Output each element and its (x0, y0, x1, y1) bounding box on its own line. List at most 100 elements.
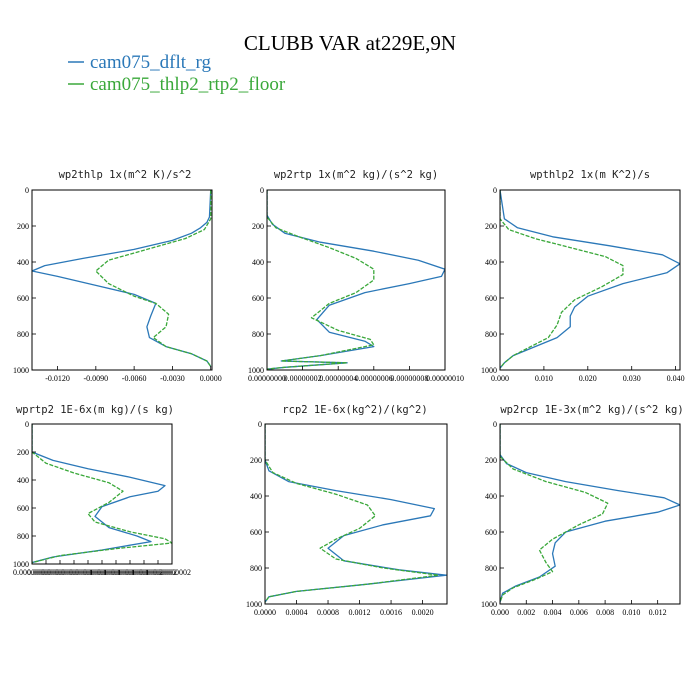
series-line-green (265, 424, 439, 603)
x-tick-label: 0.00000002 (125, 568, 163, 577)
x-tick-label: 0.00000002 (153, 568, 191, 577)
y-tick-label: 1000 (13, 366, 29, 375)
panel-title: wprtp2 1E-6x(m kg)/(s kg) (16, 404, 174, 416)
x-tick-label: 0.00000001 (69, 568, 107, 577)
series-line-green (32, 424, 172, 564)
plot-frame (266, 189, 446, 371)
plot-frame (499, 423, 681, 605)
y-tick-label: 1000 (248, 366, 264, 375)
y-tick-label: 800 (17, 330, 29, 339)
y-tick-label: 400 (485, 492, 497, 501)
plot-frame (499, 189, 681, 371)
y-tick-label: 400 (17, 476, 29, 485)
x-tick-label: 0.00000001 (97, 568, 135, 577)
x-tick-label: 0.0004 (286, 608, 308, 617)
x-tick-label: 0.00000000 (13, 568, 51, 577)
plot-frame (31, 189, 213, 371)
x-tick-label: 0.00000001 (83, 568, 121, 577)
series-line-green (500, 190, 624, 369)
x-tick-label: -0.0060 (122, 374, 147, 383)
panel-title: wpthlp2 1x(m K^2)/s (530, 169, 650, 181)
panel-5: rcp2 1E-6x(kg^2)/(kg^2) 0 200 400 600 800 1000… (246, 404, 448, 617)
y-tick-label: 600 (485, 294, 497, 303)
x-tick-label: 0.0016 (380, 608, 402, 617)
x-tick-label: 0.008 (596, 608, 614, 617)
x-tick-label: 0.000 (491, 374, 509, 383)
y-tick-label: 200 (252, 222, 264, 231)
x-tick-label: 0.0008 (317, 608, 339, 617)
y-tick-label: 1000 (246, 600, 262, 609)
x-tick-label: 0.00000000 (248, 374, 286, 383)
y-tick-label: 800 (252, 330, 264, 339)
x-tick-label: 0.010 (535, 374, 553, 383)
y-tick-label: 0 (493, 420, 497, 429)
x-tick-label: 0.0012 (349, 608, 371, 617)
x-tick-label: 0.010 (622, 608, 640, 617)
x-tick-label: 0.040 (667, 374, 685, 383)
x-tick-label: 0.00000001 (111, 568, 149, 577)
legend-label-1: cam075_dflt_rg (90, 52, 212, 73)
x-tick-label: 0.00000002 (284, 374, 322, 383)
y-tick-label: 1000 (481, 366, 497, 375)
figure-title: CLUBB VAR at229E,9N (244, 31, 456, 55)
y-tick-label: 0 (260, 186, 264, 195)
panel-6: wp2rcp 1E-3x(m^2 kg)/(s^2 kg)0 200 400 600 8… (481, 404, 684, 617)
plot-frame (31, 423, 173, 565)
y-tick-label: 800 (250, 564, 262, 573)
y-tick-label: 800 (17, 532, 29, 541)
panel-title: wp2rtp 1x(m^2 kg)/(s^2 kg) (274, 169, 438, 181)
y-tick-label: 0 (493, 186, 497, 195)
y-tick-label: 200 (17, 222, 29, 231)
y-tick-label: 0 (258, 420, 262, 429)
x-tick-label: 0.00000004 (319, 374, 357, 383)
x-tick-label: 0.00000000 (27, 568, 65, 577)
y-tick-label: 200 (485, 456, 497, 465)
series-line-blue (500, 424, 680, 603)
panel-title: wp2rcp 1E-3x(m^2 kg)/(s^2 kg) (500, 404, 683, 416)
panel-1: wp2thlp 1x(m^2 K)/s^2 0 200 400 600 800 1000 -0… (13, 169, 222, 383)
y-tick-label: 200 (17, 448, 29, 457)
x-tick-label: 0.002 (517, 608, 535, 617)
y-tick-label: 200 (250, 456, 262, 465)
series-line-blue (265, 424, 447, 603)
y-tick-label: 1000 (481, 600, 497, 609)
y-tick-label: 800 (485, 564, 497, 573)
x-tick-label: 0.020 (579, 374, 597, 383)
x-tick-label: 0.00000000 (41, 568, 79, 577)
series-line-blue (267, 190, 445, 370)
x-tick-label: 0.0000 (254, 608, 276, 617)
y-tick-label: 0 (25, 420, 29, 429)
legend-label-2: cam075_thlp2_rtp2_floor (90, 74, 286, 95)
panel-title: rcp2 1E-6x(kg^2)/(kg^2) (282, 404, 427, 416)
x-tick-label: 0.006 (570, 608, 588, 617)
series-line-green (267, 190, 375, 370)
x-tick-label: -0.0120 (45, 374, 70, 383)
x-tick-label: 0.000 (491, 608, 509, 617)
y-tick-label: 400 (17, 258, 29, 267)
x-tick-label: 0.00000001 (55, 568, 93, 577)
panel-2: wp2rtp 1x(m^2 kg)/(s^2 kg) 0 200 400 600 800 1… (248, 169, 464, 383)
y-tick-label: 200 (485, 222, 497, 231)
x-tick-label: 0.00000006 (355, 374, 393, 383)
series-line-green (500, 424, 609, 603)
x-tick-label: 0.00000010 (426, 374, 464, 383)
x-tick-label: 0.012 (649, 608, 667, 617)
y-tick-label: 400 (252, 258, 264, 267)
y-tick-label: 600 (252, 294, 264, 303)
panel-4: wprtp2 1E-6x(m kg)/(s kg) 0 200 400 600 800 10… (13, 404, 191, 577)
series-line-blue (32, 190, 212, 367)
y-tick-label: 600 (485, 528, 497, 537)
series-line-green (95, 190, 212, 367)
x-tick-label: -0.0090 (83, 374, 108, 383)
series-line-blue (32, 424, 166, 564)
x-tick-label: 0.00000008 (390, 374, 428, 383)
x-tick-label: 0.030 (623, 374, 641, 383)
y-tick-label: 600 (250, 528, 262, 537)
x-tick-label: -0.0030 (160, 374, 185, 383)
series-line-blue (500, 190, 680, 369)
plot-frame (264, 423, 448, 605)
panel-title: wp2thlp 1x(m^2 K)/s^2 (59, 169, 192, 181)
y-tick-label: 800 (485, 330, 497, 339)
